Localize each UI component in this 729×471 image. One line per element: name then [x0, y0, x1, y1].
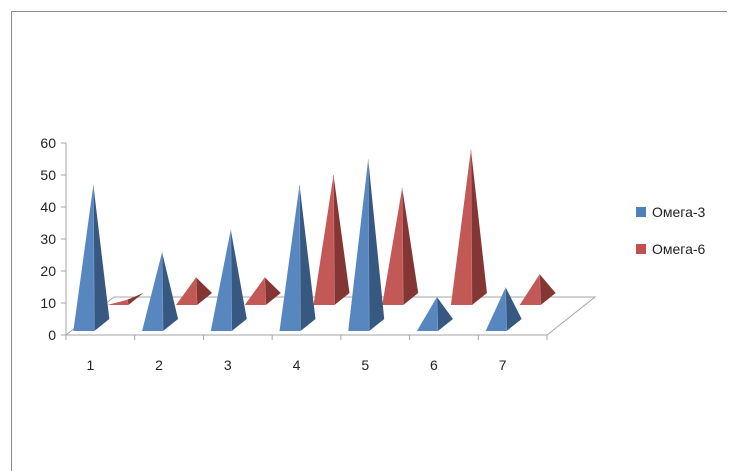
pyramid-omega6-1: [107, 293, 144, 306]
pyramid-edge: [367, 159, 370, 332]
pyramid-face-right: [93, 185, 110, 331]
pyramid-edge: [436, 296, 439, 332]
y-tick-label: 40: [40, 199, 56, 215]
y-tick-label: 20: [40, 263, 56, 279]
pyramid-face-left: [107, 299, 129, 305]
pyramid-face-right: [162, 252, 179, 331]
legend-swatch: [636, 244, 646, 254]
pyramid-face-left: [485, 287, 507, 331]
pyramid-omega3-6: [416, 296, 453, 332]
pyramid-edge: [264, 277, 267, 306]
pyramid-face-left: [244, 277, 266, 305]
pyramid-edge: [401, 187, 404, 306]
pyramid-face-left: [210, 229, 232, 331]
pyramid-face-right: [230, 229, 247, 331]
pyramid-face-right: [368, 159, 385, 331]
pyramid-edge: [299, 184, 301, 332]
y-tick-label: 60: [40, 135, 56, 151]
pyramid-face-left: [416, 297, 438, 331]
x-tick-label: 7: [499, 357, 507, 373]
pyramid-face-right: [539, 274, 556, 305]
pyramid-face-left: [313, 175, 335, 305]
y-tick-label: 10: [40, 295, 56, 311]
pyramid-face-left: [450, 149, 472, 305]
pyramid-edge: [230, 229, 233, 332]
pyramid-edge: [505, 287, 507, 332]
pyramid-edge: [539, 274, 541, 306]
pyramid-face-right: [333, 175, 350, 305]
pyramid-face-left: [519, 274, 541, 305]
pyramid-omega3-5: [348, 159, 385, 332]
pyramid-edge: [93, 184, 95, 332]
pyramid-omega6-2: [176, 277, 213, 306]
x-tick-label: 5: [361, 357, 369, 373]
pyramid-face-left: [176, 277, 198, 305]
pyramid-face-right: [436, 297, 453, 331]
pyramid-edge: [333, 174, 335, 306]
y-tick-label: 50: [40, 167, 56, 183]
x-tick-label: 6: [430, 357, 438, 373]
legend-swatch: [636, 207, 646, 217]
x-tick-label: 3: [224, 357, 232, 373]
x-tick-label: 4: [293, 357, 301, 373]
pyramid-face-left: [382, 187, 404, 305]
x-tick-label: 2: [155, 357, 163, 373]
y-tick-label: 0: [48, 327, 56, 343]
pyramid-omega3-7: [485, 287, 522, 332]
pyramid-omega6-5: [382, 187, 419, 306]
pyramid-omega3-1: [73, 184, 110, 332]
pyramid-face-right: [127, 293, 144, 305]
pyramid-face-left: [348, 159, 370, 331]
pyramid-face-right: [264, 277, 281, 305]
legend-label: Омега-3: [652, 204, 706, 220]
pyramid-face-left: [142, 252, 164, 331]
pyramid-face-left: [73, 185, 95, 331]
pyramid-omega3-2: [142, 252, 179, 332]
pyramid-edge: [195, 277, 198, 306]
x-tick-label: 1: [86, 357, 94, 373]
pyramid-face-right: [402, 187, 419, 305]
pyramid-omega3-3: [210, 229, 247, 332]
pyramid-omega3-4: [279, 184, 316, 332]
pyramid-omega6-7: [519, 274, 556, 306]
y-tick-label: 30: [40, 231, 56, 247]
pyramid-edge: [470, 149, 473, 306]
pyramid-edge: [127, 299, 129, 306]
pyramid-edge: [161, 252, 164, 332]
pyramid-face-right: [196, 277, 213, 305]
pyramid-chart: 0 10 20 30 40 50 60 1 2 3 4 5 6 7 Омега-3 Омега-6: [40, 135, 706, 373]
pyramid-omega6-3: [244, 277, 281, 306]
pyramid-face-right: [505, 287, 522, 331]
pyramid-omega6-4: [313, 174, 350, 306]
pyramid-face-right: [470, 149, 487, 305]
pyramid-face-right: [299, 185, 316, 331]
pyramid-omega6-6: [450, 149, 487, 306]
legend-label: Омега-6: [652, 241, 706, 257]
pyramid-face-left: [279, 185, 301, 331]
